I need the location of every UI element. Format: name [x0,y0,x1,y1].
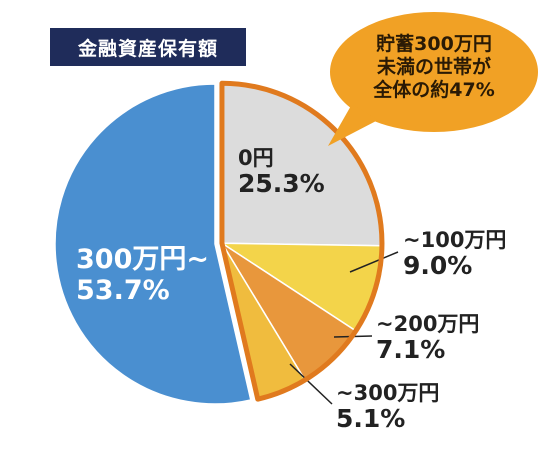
leader-line [349,251,399,273]
callout-tail [328,104,378,146]
slice-name: ~100万円 [403,228,507,252]
chart-title: 金融資産保有額 [50,28,246,66]
slice-name: ~200万円 [376,312,480,336]
slice-percent: 9.0% [403,251,473,281]
slice-name: 0円 [238,146,274,170]
callout-bubble [328,12,538,146]
slice-label-over300man: 300万円~ 53.7% [76,244,209,306]
pie-slice [54,83,252,405]
slice-percent: 53.7% [76,275,170,307]
slice-label-200man: ~200万円 7.1% [376,312,479,365]
slice-label-100man: ~100万円 9.0% [403,228,506,281]
callout-line: 未満の世帯が [376,56,491,79]
callout-ellipse [330,12,538,132]
highlight-outline [219,80,385,402]
callout-line: 貯蓄300万円 [376,33,492,55]
slice-percent: 25.3% [238,169,325,199]
highlight-group [219,80,385,402]
slice-label-0yen: 0円 25.3% [238,146,325,199]
slice-percent: 5.1% [336,404,406,434]
slice-label-300man: ~300万円 5.1% [336,381,439,434]
callout-text: 貯蓄300万円 未満の世帯が 全体の約47% [350,33,518,103]
leader-line [289,363,333,405]
pie-slices [54,82,383,405]
callout-line: 全体の約47% [373,79,495,102]
slice-percent: 7.1% [376,335,446,365]
slice-name: ~300万円 [336,381,440,405]
slice-name: 300万円~ [76,244,209,275]
